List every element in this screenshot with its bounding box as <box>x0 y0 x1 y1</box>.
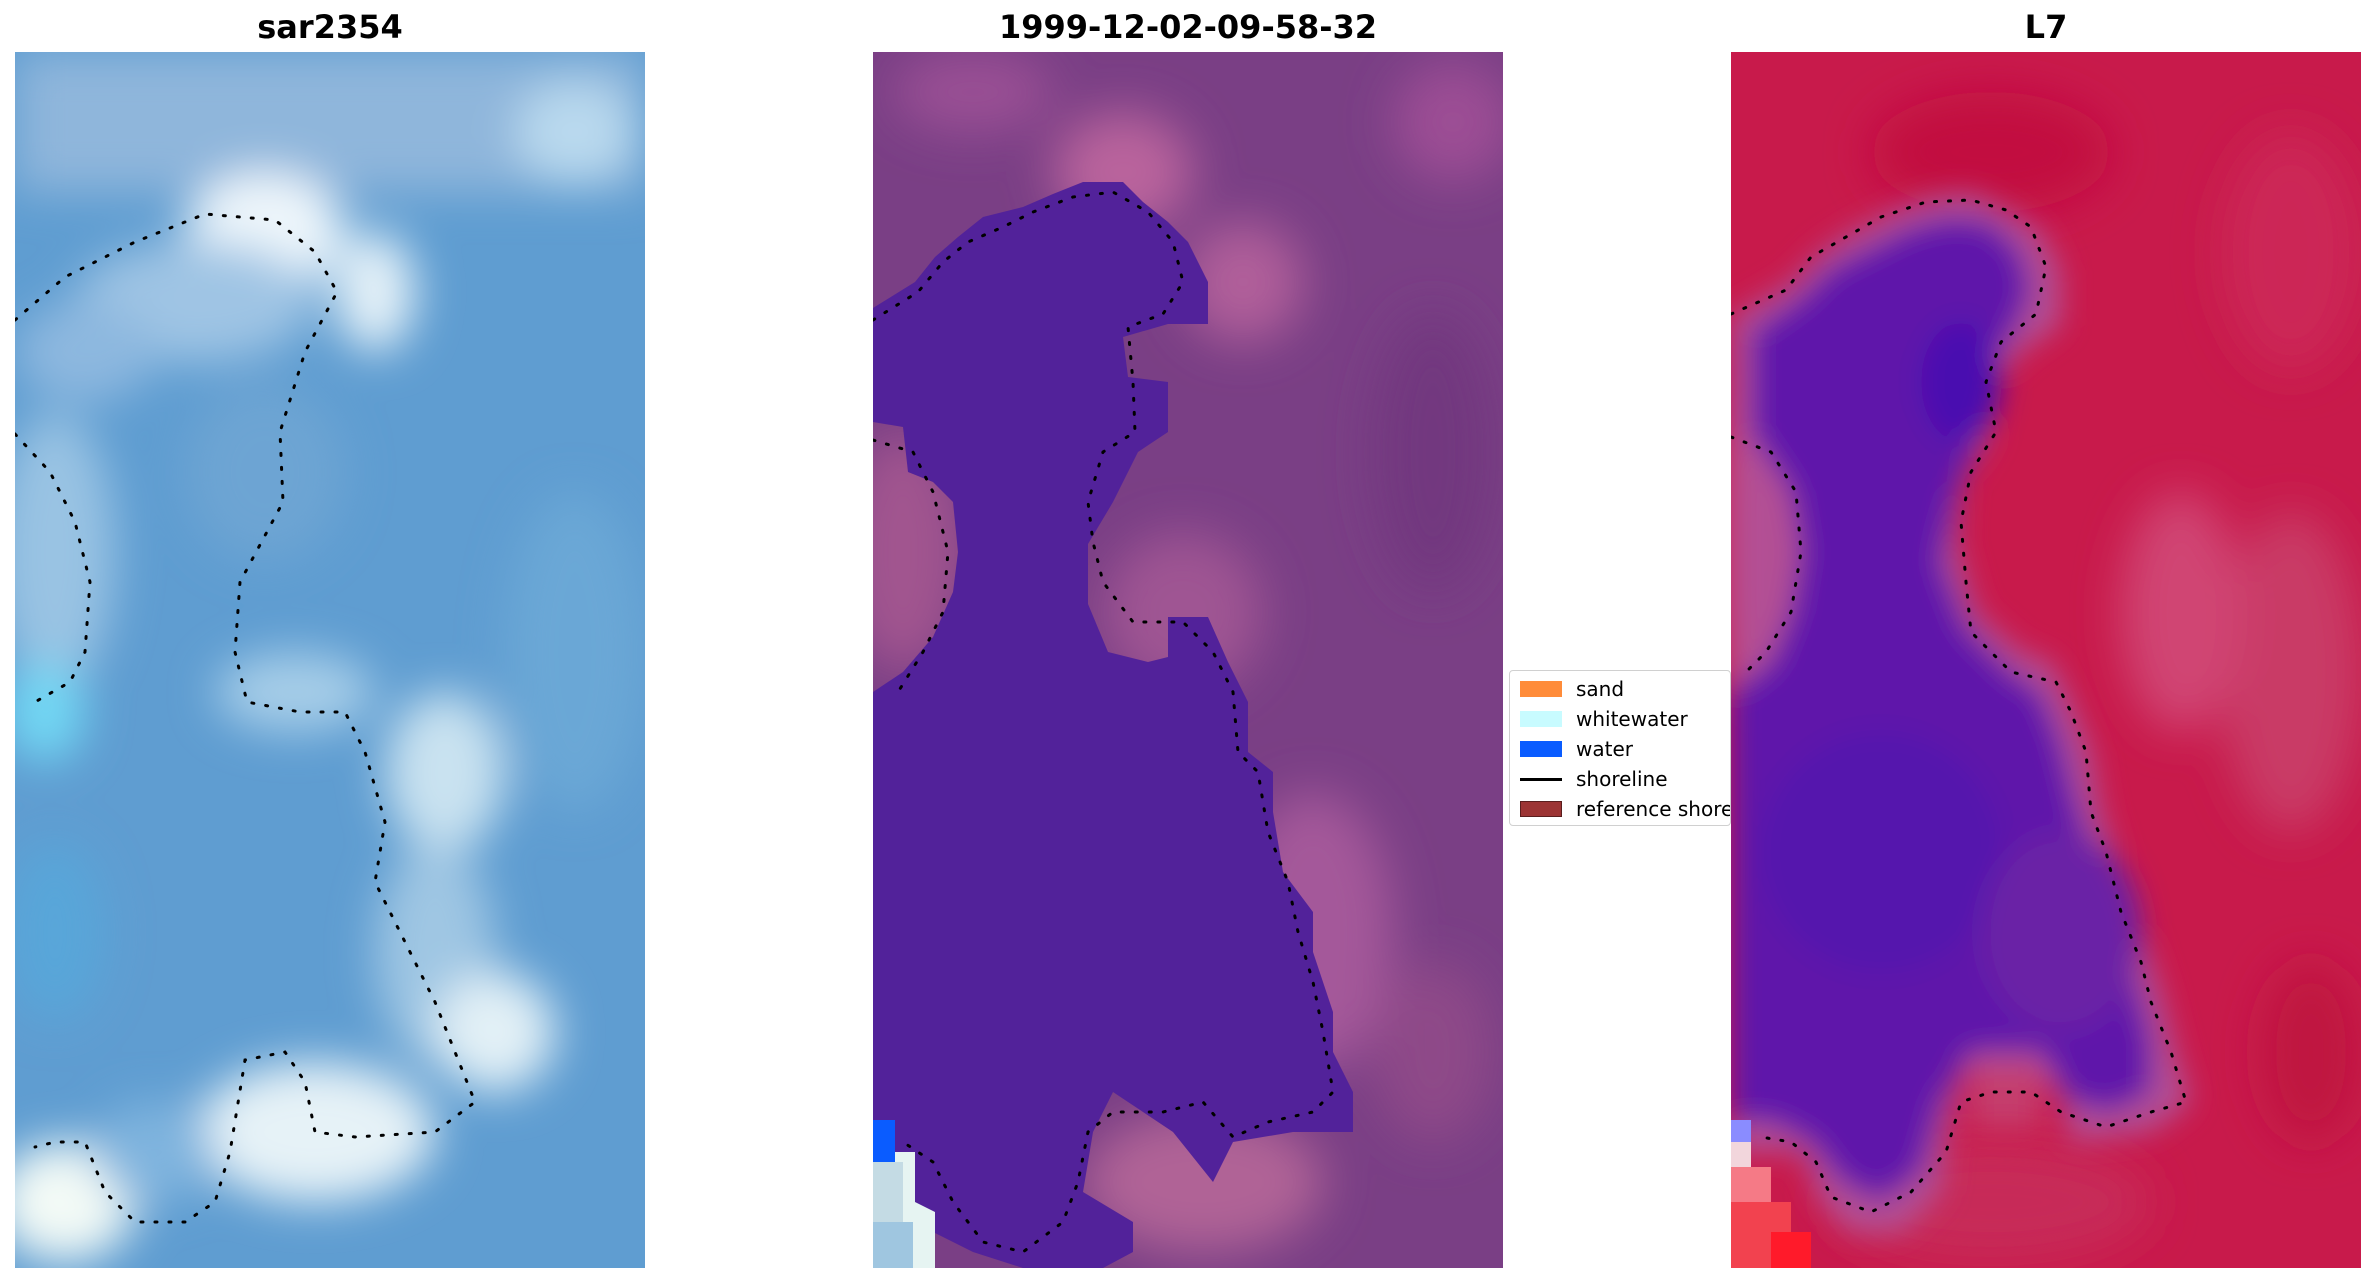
shoreline-index <box>1731 198 2188 1214</box>
legend-line-shoreline <box>1520 777 1562 781</box>
index-image <box>1731 52 2361 1268</box>
legend-label: whitewater <box>1576 707 1688 731</box>
legend-label: sand <box>1576 677 1625 701</box>
legend-label: water <box>1576 737 1633 761</box>
legend-item-reference-shoreline: reference shoreline <box>1520 797 1730 821</box>
legend-item-shoreline: shoreline <box>1520 767 1668 791</box>
water-class-region <box>873 182 1353 1268</box>
legend-swatch-water <box>1520 741 1562 757</box>
rgb-image-panel <box>15 52 645 1268</box>
panel-title-rgb: sar2354 <box>257 8 403 46</box>
legend-label: shoreline <box>1576 767 1668 791</box>
index-image-panel <box>1731 52 2361 1268</box>
classified-image <box>873 52 1503 1268</box>
water-patch <box>873 1120 895 1162</box>
legend-item-water: water <box>1520 737 1633 761</box>
legend: sand whitewater water shoreline referenc… <box>1509 670 1731 826</box>
legend-swatch-sand <box>1520 681 1562 697</box>
panel-title-index: L7 <box>2024 8 2068 46</box>
panel-title-classified: 1999-12-02-09-58-32 <box>998 8 1378 46</box>
classified-image-panel <box>873 52 1503 1268</box>
shoreline-rgb <box>15 212 477 1224</box>
shoreline-classified <box>873 190 1335 1254</box>
legend-item-sand: sand <box>1520 677 1624 701</box>
legend-swatch-whitewater <box>1520 711 1562 727</box>
legend-item-whitewater: whitewater <box>1520 707 1688 731</box>
rgb-image <box>15 52 645 1268</box>
legend-swatch-reference-shoreline <box>1520 801 1562 817</box>
legend-label: reference shoreline <box>1576 797 1730 821</box>
